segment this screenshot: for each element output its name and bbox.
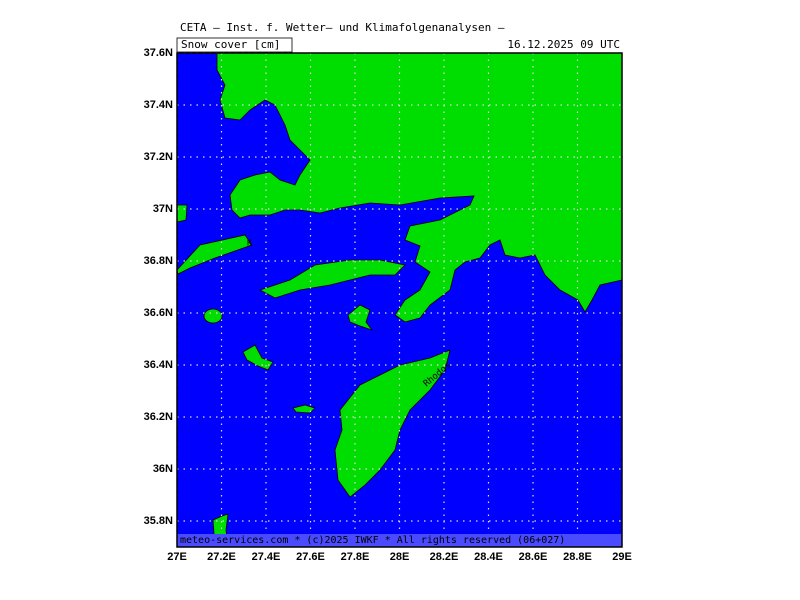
lat-tick-label: 36.8N (144, 255, 173, 267)
lat-tick-label: 37.4N (144, 99, 173, 111)
lat-tick-label: 36.4N (144, 359, 173, 371)
footer-text: meteo-services.com * (c)2025 IWKF * All … (180, 535, 565, 546)
footer-bar (177, 534, 622, 547)
place-label: K (247, 239, 252, 248)
lat-tick-label: 37N (153, 203, 173, 215)
lon-tick-label: 27.8E (341, 551, 370, 563)
lon-tick-label: 27.6E (296, 551, 325, 563)
valid-time: 16.12.2025 09 UTC (507, 38, 620, 51)
lon-tick-label: 27.4E (252, 551, 281, 563)
lon-tick-label: 28.2E (430, 551, 459, 563)
lon-tick-label: 28E (390, 551, 410, 563)
lat-tick-label: 37.2N (144, 151, 173, 163)
lat-tick-label: 35.8N (144, 515, 173, 527)
island (177, 234, 253, 275)
lon-tick-label: 29E (612, 551, 632, 563)
lon-tick-label: 28.6E (519, 551, 548, 563)
lon-tick-label: 27.2E (207, 551, 236, 563)
lon-tick-label: 27E (167, 551, 187, 563)
lat-tick-label: 36.6N (144, 307, 173, 319)
island (242, 344, 274, 371)
header-title: CETA — Inst. f. Wetter— und Klimafolgena… (180, 21, 505, 34)
island (203, 308, 223, 324)
map-frame (176, 52, 623, 548)
lon-tick-label: 28.8E (563, 551, 592, 563)
island (177, 204, 188, 223)
island (347, 304, 374, 331)
mainland (216, 53, 622, 323)
lat-tick-label: 37.6N (144, 47, 173, 59)
lat-tick-label: 36N (153, 463, 173, 475)
island (292, 404, 316, 414)
field-box (176, 37, 293, 53)
lon-tick-label: 28.4E (474, 551, 503, 563)
lat-tick-label: 36.2N (144, 411, 173, 423)
field-name: Snow cover [cm] (181, 38, 280, 51)
